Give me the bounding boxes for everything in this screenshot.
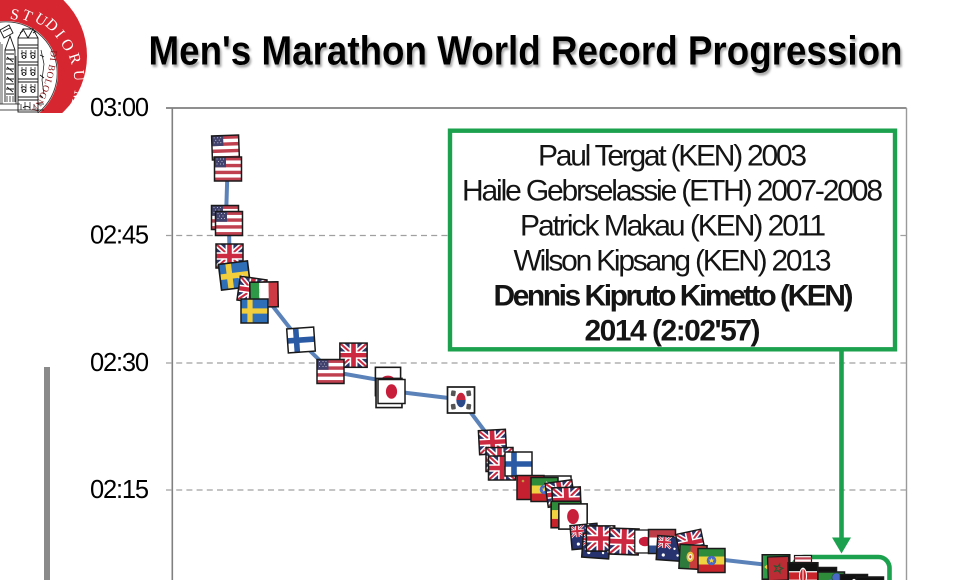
svg-text:Wilson Kipsang (KEN) 2013: Wilson Kipsang (KEN) 2013 <box>514 244 832 277</box>
svg-text:2014 (2:02'57): 2014 (2:02'57) <box>585 314 761 347</box>
svg-text:02:15: 02:15 <box>90 476 149 504</box>
svg-text:02:30: 02:30 <box>90 349 149 377</box>
svg-text:03:00: 03:00 <box>90 94 149 122</box>
svg-text:02:45: 02:45 <box>90 222 149 250</box>
svg-text:Men's Marathon World Record Pr: Men's Marathon World Record Progression <box>149 28 903 74</box>
svg-text:S: S <box>9 6 21 24</box>
svg-text:M: M <box>67 89 87 107</box>
svg-text:Patrick Makau (KEN) 2011: Patrick Makau (KEN) 2011 <box>520 209 826 242</box>
svg-text:Haile Gebrselassie (ETH) 2007-: Haile Gebrselassie (ETH) 2007-2008 <box>462 174 883 207</box>
svg-text:U: U <box>70 69 88 81</box>
svg-text:Dennis Kipruto Kimetto (KEN): Dennis Kipruto Kimetto (KEN) <box>494 279 854 312</box>
svg-text:Paul Tergat (KEN) 2003: Paul Tergat (KEN) 2003 <box>538 139 807 172</box>
